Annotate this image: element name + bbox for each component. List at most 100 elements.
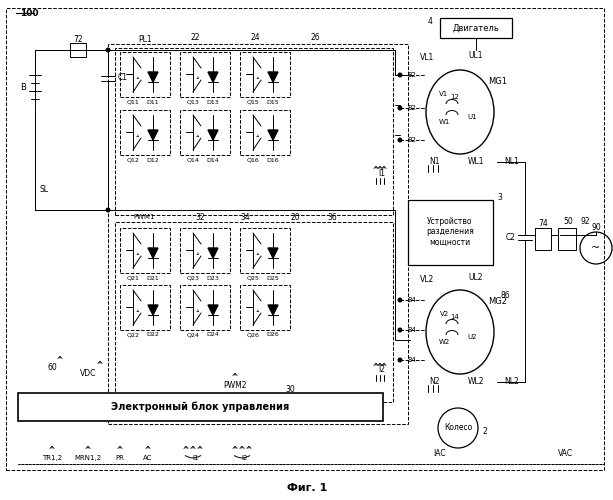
Text: PWM2: PWM2 [223, 380, 247, 390]
Text: I1: I1 [378, 168, 386, 177]
Text: 24: 24 [250, 34, 260, 42]
Text: NL2: NL2 [504, 378, 519, 386]
Bar [115, 48, 393, 215]
Bar [115, 222, 393, 402]
Text: PWM1: PWM1 [133, 214, 154, 220]
Text: 74: 74 [538, 218, 548, 228]
Text: I2: I2 [242, 455, 248, 461]
Text: Колесо: Колесо [444, 424, 472, 432]
Bar [180, 110, 230, 155]
Text: 36: 36 [327, 212, 337, 222]
Text: VDC: VDC [80, 368, 96, 378]
Text: 26: 26 [310, 34, 320, 42]
Bar [408, 200, 493, 265]
Text: D16: D16 [267, 158, 280, 162]
Text: N2: N2 [430, 378, 440, 386]
Text: Q12: Q12 [126, 158, 139, 162]
Text: C2: C2 [506, 232, 516, 241]
Text: C1: C1 [118, 74, 128, 82]
Circle shape [106, 48, 110, 52]
Circle shape [398, 328, 402, 332]
Text: D11: D11 [147, 100, 159, 104]
Text: PL1: PL1 [138, 36, 152, 44]
Text: 20: 20 [290, 212, 300, 222]
Text: VL2: VL2 [420, 276, 434, 284]
Text: U1: U1 [467, 114, 477, 120]
Bar [440, 18, 512, 38]
Text: 84: 84 [408, 327, 416, 333]
Text: Q24: Q24 [186, 332, 199, 338]
Text: Электронный блок управления: Электронный блок управления [111, 402, 289, 412]
Bar [558, 228, 576, 250]
Polygon shape [208, 72, 218, 82]
Text: TR1,2: TR1,2 [42, 455, 62, 461]
Text: 30: 30 [285, 386, 295, 394]
Circle shape [398, 358, 402, 362]
Text: 72: 72 [73, 36, 83, 44]
Text: VAC: VAC [557, 448, 573, 458]
Text: 92: 92 [580, 218, 590, 226]
Bar [108, 44, 408, 424]
Text: I1: I1 [192, 455, 199, 461]
Text: D23: D23 [207, 276, 219, 280]
Text: SL: SL [40, 186, 49, 194]
Polygon shape [148, 305, 158, 315]
Text: Q23: Q23 [186, 276, 199, 280]
Text: 3: 3 [498, 194, 503, 202]
Text: V1: V1 [440, 91, 449, 97]
Polygon shape [148, 248, 158, 258]
Text: 82: 82 [408, 72, 416, 78]
Text: Q26: Q26 [246, 332, 259, 338]
Text: V2: V2 [440, 311, 449, 317]
Bar [120, 110, 170, 155]
Polygon shape [148, 130, 158, 140]
Bar [120, 52, 170, 97]
Text: Q16: Q16 [246, 158, 259, 162]
Text: D14: D14 [207, 158, 219, 162]
Text: 86: 86 [500, 290, 510, 300]
Bar [180, 228, 230, 273]
Bar [535, 228, 551, 250]
Text: WL2: WL2 [468, 378, 484, 386]
Text: AC: AC [143, 455, 153, 461]
Bar [70, 43, 86, 57]
Bar [120, 228, 170, 273]
Text: D21: D21 [147, 276, 159, 280]
Bar [240, 110, 290, 155]
Text: 82: 82 [408, 137, 416, 143]
Text: 22: 22 [190, 34, 200, 42]
Bar [180, 285, 230, 330]
Circle shape [398, 106, 402, 110]
Text: Q22: Q22 [126, 332, 140, 338]
Text: Q21: Q21 [126, 276, 139, 280]
Text: D26: D26 [267, 332, 280, 338]
Circle shape [398, 73, 402, 77]
Text: U2: U2 [467, 334, 477, 340]
Polygon shape [148, 72, 158, 82]
Text: Q11: Q11 [127, 100, 139, 104]
Text: MG2: MG2 [489, 298, 508, 306]
Bar [18, 393, 383, 421]
Text: 4: 4 [428, 18, 433, 26]
Text: B: B [20, 82, 26, 92]
Text: D24: D24 [207, 332, 219, 338]
Text: D12: D12 [147, 158, 159, 162]
Text: Фиг. 1: Фиг. 1 [287, 483, 327, 493]
Text: D13: D13 [207, 100, 219, 104]
Bar [120, 285, 170, 330]
Bar [240, 228, 290, 273]
Text: PR: PR [116, 455, 124, 461]
Circle shape [398, 138, 402, 142]
Text: Q25: Q25 [246, 276, 259, 280]
Text: Устройство
разделения
мощности: Устройство разделения мощности [426, 217, 474, 247]
Text: 60: 60 [47, 362, 57, 372]
Text: Q14: Q14 [186, 158, 199, 162]
Text: 2: 2 [482, 426, 487, 436]
Text: Q15: Q15 [246, 100, 259, 104]
Text: VL1: VL1 [420, 54, 434, 62]
Text: MG1: MG1 [489, 78, 508, 86]
Text: ~: ~ [592, 243, 601, 253]
Text: Q13: Q13 [186, 100, 199, 104]
Polygon shape [268, 72, 278, 82]
Bar [240, 285, 290, 330]
